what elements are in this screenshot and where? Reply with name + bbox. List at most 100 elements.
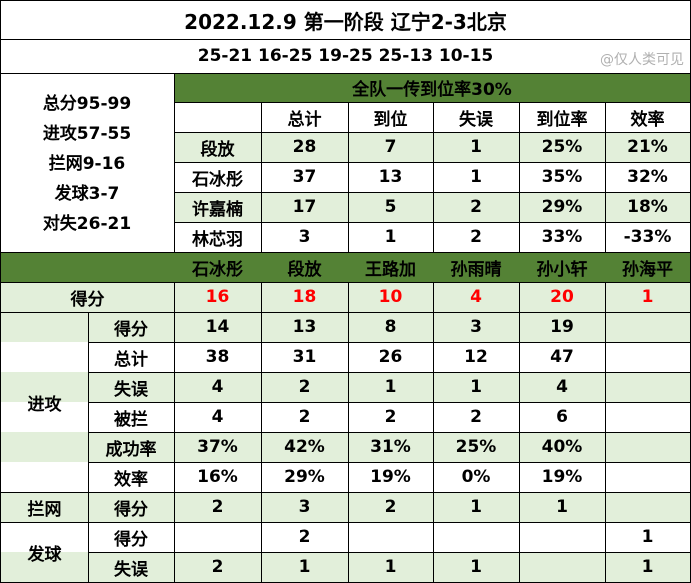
attack-value: 42% — [284, 437, 325, 457]
attack-value: 0% — [461, 467, 491, 487]
pass-value: 29% — [541, 197, 583, 217]
attack-value: 4 — [556, 377, 568, 397]
pass-value: 32% — [627, 167, 668, 187]
attack-value: 31 — [292, 347, 317, 367]
player-name: 孙海平 — [622, 259, 673, 280]
grid-line — [1, 492, 690, 493]
pass-value: 21% — [627, 137, 668, 157]
grid-line — [605, 282, 606, 582]
score-label-bg — [1, 282, 174, 312]
grid-line — [433, 102, 434, 252]
player-score: 20 — [550, 287, 574, 307]
pass-col-header: 到位 — [373, 109, 408, 130]
grid-line — [261, 282, 262, 582]
player-score: 4 — [470, 287, 482, 307]
serve-value — [348, 522, 433, 552]
pass-player-name: 石冰彤 — [192, 169, 243, 190]
grid-line — [88, 462, 690, 463]
pass-value: 7 — [384, 137, 397, 157]
grid-line — [174, 282, 175, 582]
player-name: 孙小轩 — [536, 259, 588, 280]
attack-value: 6 — [556, 407, 568, 427]
attack-value: 16% — [197, 467, 238, 487]
grid-line — [88, 372, 690, 373]
attack-metric-name: 失误 — [114, 379, 148, 400]
pass-value: 25% — [541, 137, 583, 157]
serve-metric-name: 得分 — [114, 529, 148, 550]
pass-col-header: 到位率 — [536, 109, 588, 130]
pass-value: 13 — [378, 167, 403, 187]
grid-line — [348, 282, 349, 582]
pass-value: 1 — [470, 137, 482, 157]
pass-caption: 全队一传到位率30% — [352, 80, 512, 100]
grid-line — [1, 522, 690, 523]
attack-value: 4 — [211, 377, 224, 397]
attack-value: 12 — [464, 347, 488, 367]
grid-line — [88, 402, 690, 403]
summary-line: 进攻57-55 — [42, 124, 132, 144]
serve-value: 1 — [298, 557, 311, 577]
stripe-row — [1, 552, 690, 582]
summary-line: 拦网9-16 — [48, 154, 126, 174]
player-name: 石冰彤 — [192, 259, 243, 280]
block-value — [605, 492, 690, 522]
stripe-row — [174, 192, 690, 222]
attack-value: 19 — [550, 317, 574, 337]
attack-value: 2 — [384, 407, 397, 427]
pass-value: 17 — [292, 197, 317, 217]
attack-value — [605, 432, 690, 462]
attack-value: 2 — [470, 407, 482, 427]
pass-player-name: 林芯羽 — [192, 229, 243, 250]
serve-value — [519, 522, 605, 552]
player-score: 16 — [205, 287, 230, 307]
grid-line — [88, 312, 89, 582]
pass-value: 1 — [384, 227, 397, 247]
player-score: 1 — [641, 287, 654, 307]
attack-value: 31% — [370, 437, 411, 457]
stripe-row — [1, 432, 690, 462]
player-name: 王路加 — [365, 259, 416, 280]
grid-line — [519, 282, 520, 582]
serve-value — [519, 552, 605, 582]
attack-value: 37% — [197, 437, 238, 457]
pass-col-header: 总计 — [287, 109, 322, 130]
block-metric-name: 得分 — [114, 499, 148, 520]
player-header-bg — [1, 252, 690, 282]
grid-line — [1, 282, 690, 283]
pass-player-name: 段放 — [200, 139, 235, 160]
pass-value: 35% — [541, 167, 583, 187]
grid-line — [605, 102, 606, 252]
pass-value: 28 — [292, 137, 317, 157]
attack-value: 4 — [211, 407, 224, 427]
grid-line — [348, 102, 349, 252]
stripe-row — [1, 492, 690, 522]
stripe-row — [1, 372, 690, 402]
watermark: @仅人类可见 — [600, 52, 684, 68]
grid-line — [1, 312, 690, 313]
block-value: 1 — [556, 497, 568, 517]
grid-line — [433, 282, 434, 582]
block-value: 2 — [211, 497, 224, 517]
attack-value: 1 — [384, 377, 397, 397]
summary-line: 总分95-99 — [42, 94, 132, 114]
grid-line — [174, 73, 175, 252]
serve-metric-name: 失误 — [114, 559, 148, 580]
summary-line: 对失26-21 — [42, 214, 132, 234]
serve-value: 1 — [641, 527, 654, 547]
score-row-bg — [174, 282, 690, 312]
attack-metric-name: 得分 — [114, 319, 148, 340]
block-label: 拦网 — [27, 499, 62, 520]
serve-value: 2 — [298, 527, 311, 547]
attack-value: 19% — [541, 467, 583, 487]
grid-line — [174, 102, 690, 103]
grid-line — [174, 132, 690, 133]
player-score: 18 — [292, 287, 317, 307]
attack-value — [605, 462, 690, 492]
attack-value: 2 — [298, 407, 311, 427]
attack-value — [605, 342, 690, 372]
attack-value: 26 — [378, 347, 403, 367]
attack-metric-name: 总计 — [114, 349, 148, 370]
pass-col-header: 失误 — [459, 109, 493, 130]
serve-value: 1 — [384, 557, 397, 577]
